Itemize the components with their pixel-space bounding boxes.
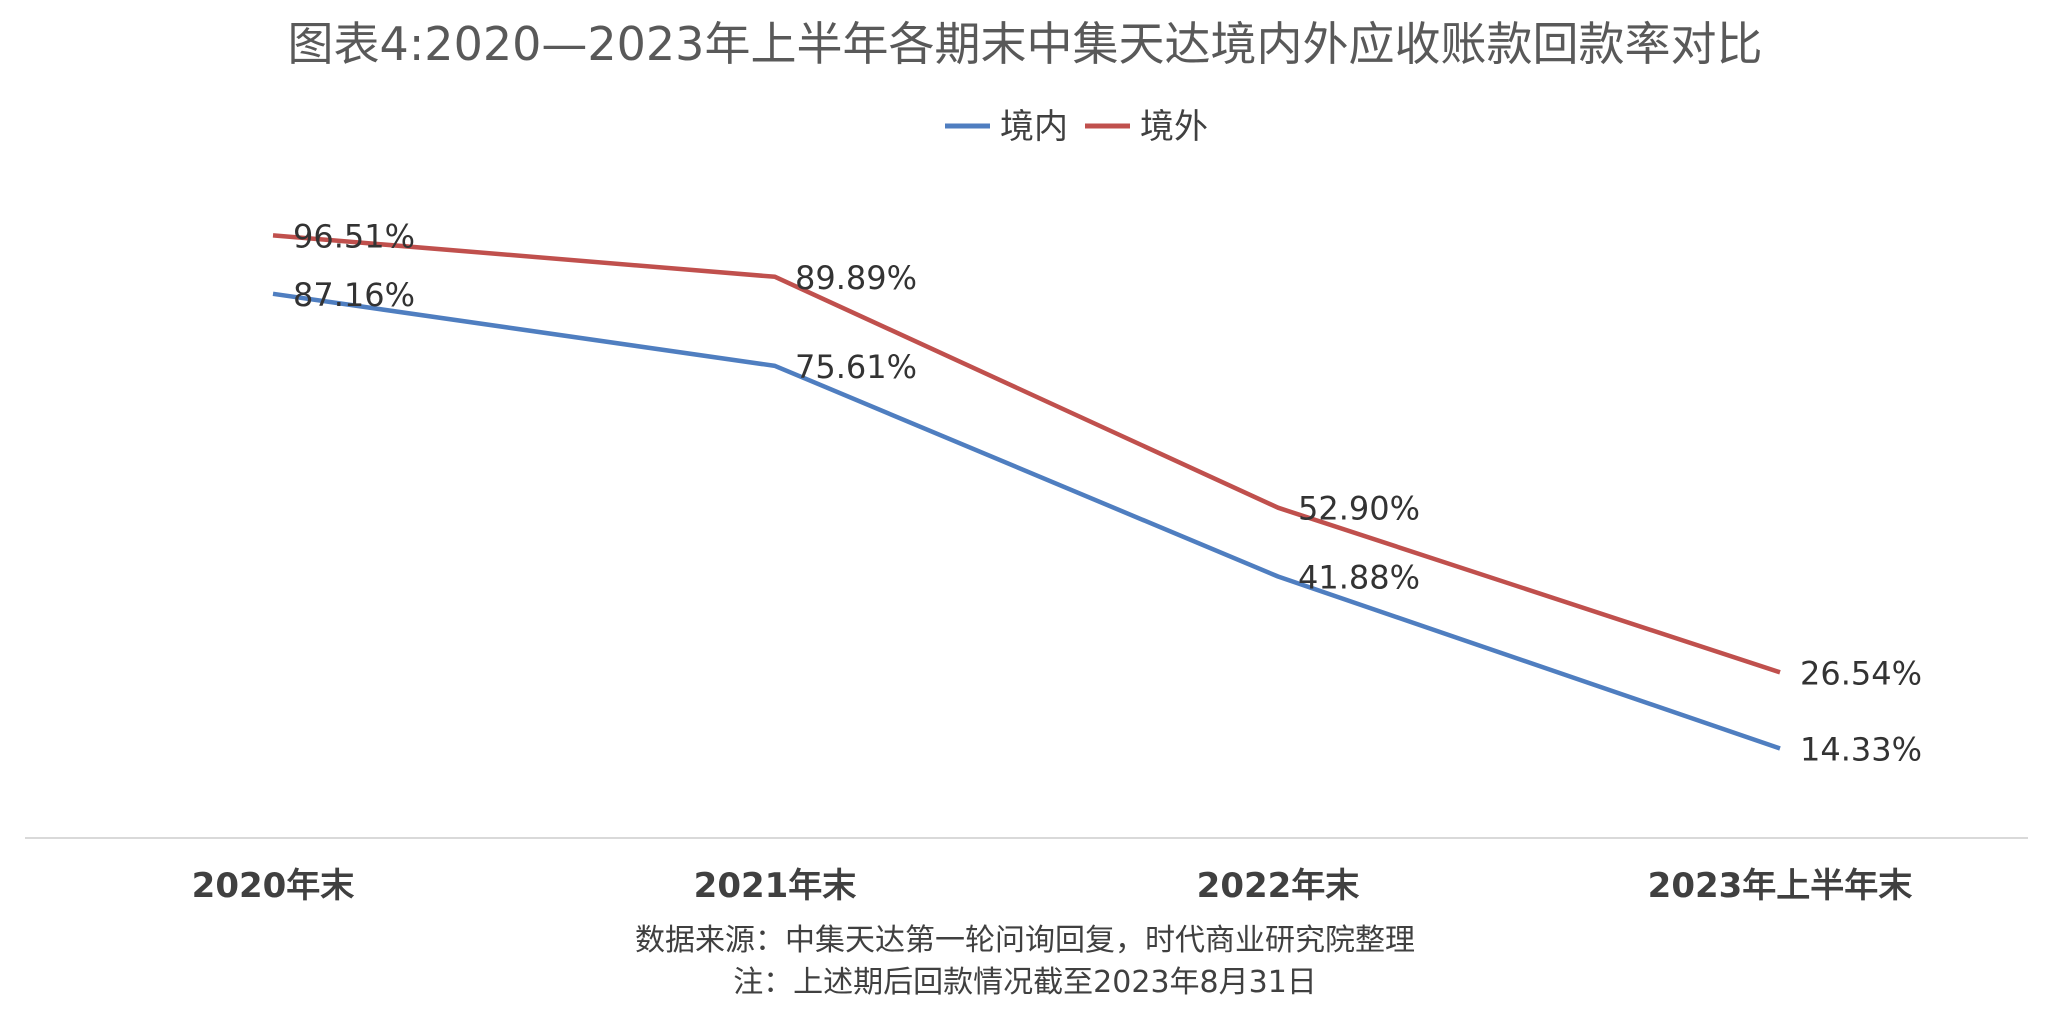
data-label-overseas: 26.54% bbox=[1800, 654, 1922, 692]
data-label-overseas: 89.89% bbox=[795, 259, 917, 297]
data-label-overseas: 52.90% bbox=[1298, 490, 1420, 528]
data-label-domestic: 87.16% bbox=[293, 276, 415, 314]
data-labels: 87.16% 75.61% 41.88% 14.33% 96.51% 89.89% 52.9… bbox=[293, 217, 1922, 768]
legend: 境内 境外 bbox=[945, 107, 1208, 147]
data-label-domestic: 14.33% bbox=[1800, 731, 1922, 769]
x-tick-label: 2020年末 bbox=[192, 866, 355, 906]
series-lines bbox=[272, 233, 1781, 751]
footnote: 注：上述期后回款情况截至2023年8月31日 bbox=[733, 965, 1317, 1000]
x-axis-ticks: 2020年末 2021年末 2022年末 2023年上半年末 bbox=[192, 866, 1913, 906]
data-label-domestic: 41.88% bbox=[1298, 559, 1420, 597]
data-label-domestic: 75.61% bbox=[795, 348, 917, 386]
chart-title: 图表4:2020—2023年上半年各期末中集天达境内外应收账款回款率对比 bbox=[288, 17, 1763, 71]
source-note: 数据来源：中集天达第一轮问询回复，时代商业研究院整理 bbox=[635, 923, 1415, 958]
series-line-overseas bbox=[272, 233, 1781, 675]
legend-label-overseas: 境外 bbox=[1140, 107, 1208, 147]
series-line-domestic bbox=[272, 291, 1781, 751]
x-tick-label: 2022年末 bbox=[1197, 866, 1360, 906]
data-label-overseas: 96.51% bbox=[293, 217, 415, 255]
legend-label-domestic: 境内 bbox=[1000, 107, 1068, 147]
x-tick-label: 2023年上半年末 bbox=[1648, 866, 1913, 906]
x-tick-label: 2021年末 bbox=[694, 866, 857, 906]
